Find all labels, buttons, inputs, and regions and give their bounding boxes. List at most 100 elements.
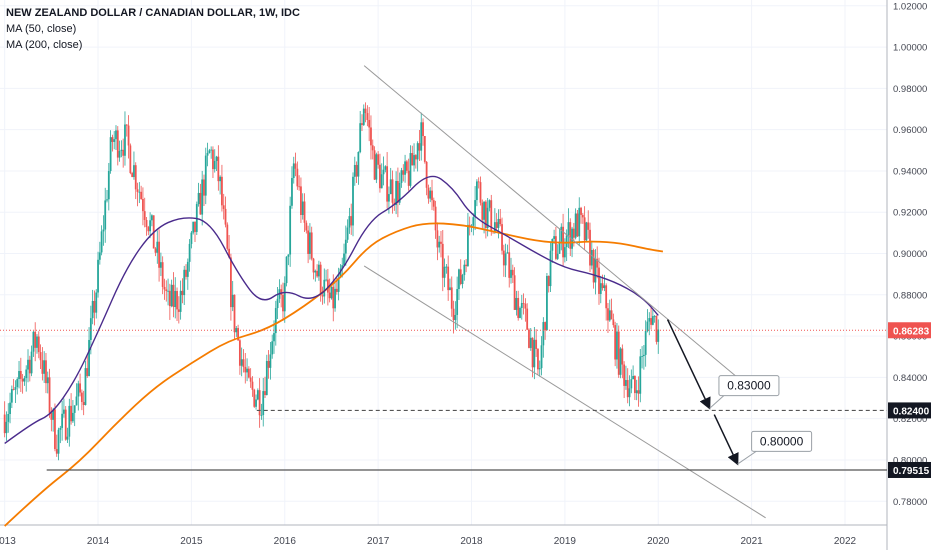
candle-body <box>366 113 369 120</box>
candle-body <box>452 308 455 321</box>
candle-body <box>262 391 265 415</box>
candle-body <box>431 190 433 201</box>
candle-body <box>461 275 464 285</box>
candle-up <box>291 166 293 209</box>
candle-body <box>219 176 222 182</box>
candle-down <box>212 146 214 179</box>
candle-body <box>465 264 468 267</box>
x-tick-label: 2021 <box>740 536 763 547</box>
candle-body <box>353 164 356 177</box>
candle-down <box>280 284 283 308</box>
candle-body <box>14 387 17 390</box>
candle-up <box>9 392 11 424</box>
candle-up <box>413 143 415 172</box>
candle-body <box>653 315 656 317</box>
candle-body <box>172 284 175 308</box>
candle-body <box>644 331 647 355</box>
candle-up <box>167 278 169 306</box>
candle-down <box>34 322 37 362</box>
candle-down <box>142 187 144 226</box>
candle-body <box>285 256 288 284</box>
candle-body <box>291 178 293 206</box>
candle-body <box>107 171 110 200</box>
ma50-legend-label: MA (50, close) <box>6 23 77 35</box>
candle-body <box>603 285 606 289</box>
candle-down <box>440 231 442 258</box>
candle-down <box>70 393 73 425</box>
candle-body <box>298 186 301 188</box>
candle-down <box>517 290 520 321</box>
candle-body <box>388 194 390 202</box>
candle-up <box>210 146 213 159</box>
candle-body <box>319 264 322 296</box>
candle-down <box>122 138 125 168</box>
candle-down <box>282 282 284 321</box>
candle-up <box>549 241 552 293</box>
candle-down <box>655 315 658 345</box>
candle-body <box>626 380 629 398</box>
candle-up <box>603 274 606 292</box>
candle-up <box>628 375 631 407</box>
candle-body <box>576 213 579 237</box>
candle-body <box>43 360 46 374</box>
candle-down <box>238 338 241 375</box>
candle-up <box>461 273 464 289</box>
candle-up <box>278 279 281 303</box>
candle-down <box>253 388 256 408</box>
candle-down <box>386 152 389 209</box>
candle-down <box>194 221 196 242</box>
candle-down <box>154 247 157 257</box>
candle-down <box>610 298 613 320</box>
candle-up <box>265 354 268 396</box>
candle-down <box>3 401 6 438</box>
trendline-upper <box>363 65 743 382</box>
candle-up <box>235 326 238 337</box>
candle-up <box>71 399 74 423</box>
candle-body <box>416 143 419 160</box>
candle-body <box>224 208 227 225</box>
candle-body <box>373 150 376 180</box>
candle-body <box>276 298 279 309</box>
candle-body <box>641 356 643 357</box>
candle-body <box>154 248 157 253</box>
candle-up <box>197 182 200 207</box>
candle-body <box>197 192 200 205</box>
candle-down <box>264 376 266 398</box>
candle-up <box>32 331 35 357</box>
candle-body <box>632 375 635 380</box>
ma200-legend-label: MA (200, close) <box>6 39 83 51</box>
candle-body <box>55 449 58 454</box>
candle-up <box>213 149 216 173</box>
candle-up <box>208 148 211 154</box>
candle-body <box>569 222 572 249</box>
candle-body <box>519 307 521 318</box>
candle-body <box>637 390 640 394</box>
candle-down <box>405 159 408 174</box>
candle-up <box>657 319 660 354</box>
candle-body <box>292 163 295 179</box>
callout-label: 0.80000 <box>760 434 804 448</box>
candle-up <box>159 252 162 277</box>
candle-body <box>312 258 315 273</box>
candle-body <box>230 257 232 308</box>
candle-up <box>325 269 327 282</box>
candle-body <box>528 329 530 348</box>
candle-body <box>635 390 638 394</box>
candle-body <box>73 405 76 413</box>
candle-down <box>598 257 600 305</box>
candle-up <box>334 280 336 312</box>
candle-down <box>495 213 498 230</box>
candle-up <box>429 187 432 203</box>
candle-up <box>30 345 33 377</box>
candle-body <box>201 179 204 215</box>
candle-body <box>370 127 372 146</box>
candle-down <box>450 276 453 317</box>
price-callout: 0.80000 <box>751 430 813 452</box>
candle-body <box>264 391 266 396</box>
candle-body <box>472 217 475 226</box>
candle-down <box>185 264 187 280</box>
candle-down <box>145 216 148 236</box>
candle-body <box>140 191 143 199</box>
